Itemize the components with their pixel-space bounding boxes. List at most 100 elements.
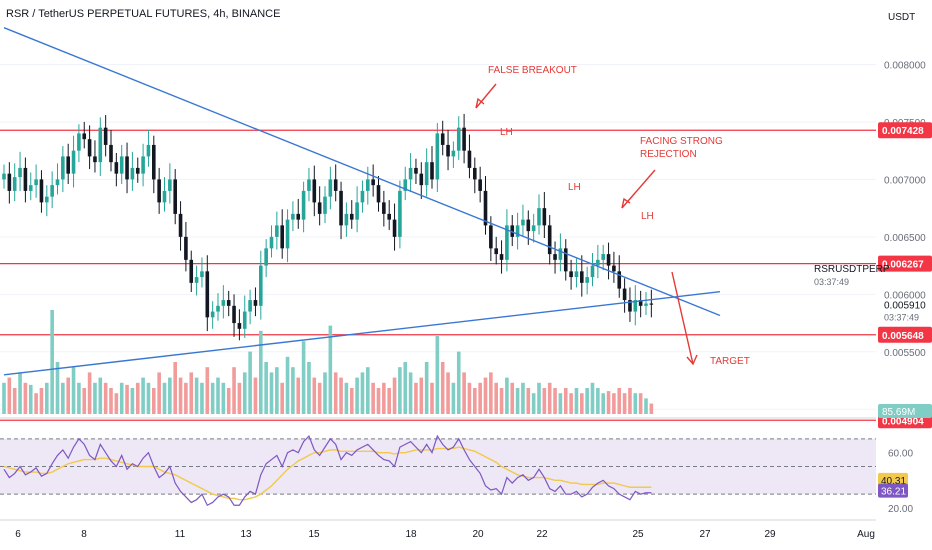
candle-body — [109, 144, 113, 163]
volume-bar — [45, 382, 49, 414]
volume-bar — [596, 388, 600, 414]
candle-body — [435, 133, 440, 180]
volume-bar — [98, 377, 103, 414]
candle-body — [558, 248, 563, 260]
currency-label: USDT — [888, 12, 915, 23]
volume-bar — [34, 393, 38, 414]
countdown-label: 03:37:49 — [884, 313, 919, 323]
volume-bar — [414, 382, 418, 414]
candle-body — [226, 300, 231, 306]
candle-body — [580, 271, 584, 283]
volume-bar — [638, 393, 643, 414]
volume-bar — [542, 388, 547, 414]
volume-bar — [462, 372, 466, 414]
rsi-ma-tag — [878, 472, 908, 487]
volume-bar — [563, 388, 568, 414]
volume-bar — [494, 382, 498, 414]
volume-bar — [184, 382, 188, 414]
candle-body — [456, 127, 461, 151]
candle-body — [505, 225, 509, 260]
annotation-target: TARGET — [710, 356, 750, 367]
annotation-lh-1: LH — [500, 127, 513, 138]
candle-body — [467, 150, 472, 168]
volume-bar — [537, 382, 541, 414]
volume-bar — [146, 382, 151, 414]
volume-bar — [617, 388, 622, 414]
volume-bar — [291, 367, 295, 414]
volume-bar — [39, 388, 44, 414]
volume-bar — [173, 362, 177, 414]
candle-body — [200, 271, 204, 278]
time-tick-label: 25 — [632, 529, 644, 540]
volume-bar — [296, 377, 301, 414]
time-tick-label: 22 — [536, 529, 548, 540]
candle-body — [248, 300, 252, 312]
candle-body — [296, 213, 301, 220]
volume-bar — [301, 341, 306, 414]
volume-bar — [82, 388, 87, 414]
time-tick-label: 20 — [472, 529, 484, 540]
volume-bar — [130, 388, 135, 414]
price-tick-label: 0.005500 — [884, 348, 926, 359]
candle-body — [473, 167, 477, 180]
candle-body — [649, 303, 654, 305]
rsi-ma-line — [3, 446, 652, 501]
price-tick-label: 0.006000 — [884, 290, 926, 301]
candle-body — [12, 177, 17, 191]
candle-body — [590, 265, 595, 278]
chart-title: RSR / TetherUS PERPETUAL FUTURES, 4h, BI… — [6, 8, 281, 20]
volume-bar — [424, 362, 429, 414]
annotation-false-breakout: FALSE BREAKOUT — [488, 65, 577, 76]
candle-body — [221, 300, 226, 306]
candle-body — [312, 179, 317, 203]
candle-body — [45, 196, 49, 203]
volume-bar — [446, 372, 450, 414]
price-axis[interactable]: USDT0.0080000.0075000.0070000.0065000.00… — [876, 0, 932, 550]
volume-bar — [87, 372, 92, 414]
candle-body — [173, 179, 177, 214]
current-price-label: 0.005910 — [884, 301, 926, 312]
candle-body — [71, 150, 76, 174]
candle-body — [23, 167, 28, 191]
time-tick-label: 15 — [308, 529, 320, 540]
candle-body — [50, 185, 54, 197]
trendline — [3, 290, 721, 376]
candle-body — [521, 219, 525, 226]
arrow-target — [671, 271, 694, 365]
volume-bar — [553, 388, 557, 414]
volume-bar — [344, 382, 349, 414]
candle-body — [317, 202, 322, 214]
volume-bar — [162, 382, 167, 414]
volume-bar — [125, 384, 129, 414]
candle-body — [387, 213, 391, 220]
rsi-tag — [878, 483, 908, 498]
volume-bar — [585, 388, 589, 414]
volume-last-label: 85.69M — [882, 407, 915, 418]
volume-bar — [515, 388, 520, 414]
candle-body — [323, 196, 327, 214]
volume-bar — [483, 377, 488, 414]
time-axis[interactable]: 6 8 11 13 15 18 20 22 25 27 29 Aug — [0, 519, 876, 540]
candle-body — [114, 162, 119, 174]
volume-bar — [66, 377, 70, 414]
candle-body — [430, 162, 434, 180]
horizontal-levels — [0, 129, 876, 421]
volume-bar — [360, 372, 365, 414]
rsi-ma-label: 40.31 — [881, 476, 906, 487]
volume-bar — [200, 382, 204, 414]
candle-body — [483, 190, 488, 226]
candle-body — [301, 190, 306, 220]
candle-body — [606, 254, 611, 266]
candle-body — [130, 167, 135, 180]
trendlines — [3, 27, 721, 376]
volume-bar — [280, 382, 284, 414]
price-axis-bg — [876, 0, 932, 550]
arrow-rejection — [621, 169, 656, 209]
price-tick-label: 0.007000 — [884, 175, 926, 186]
volume-bar — [323, 372, 327, 414]
candle-body — [275, 225, 279, 237]
volume-bar — [205, 367, 210, 414]
candle-body — [39, 179, 44, 203]
volume-bar — [109, 388, 113, 414]
